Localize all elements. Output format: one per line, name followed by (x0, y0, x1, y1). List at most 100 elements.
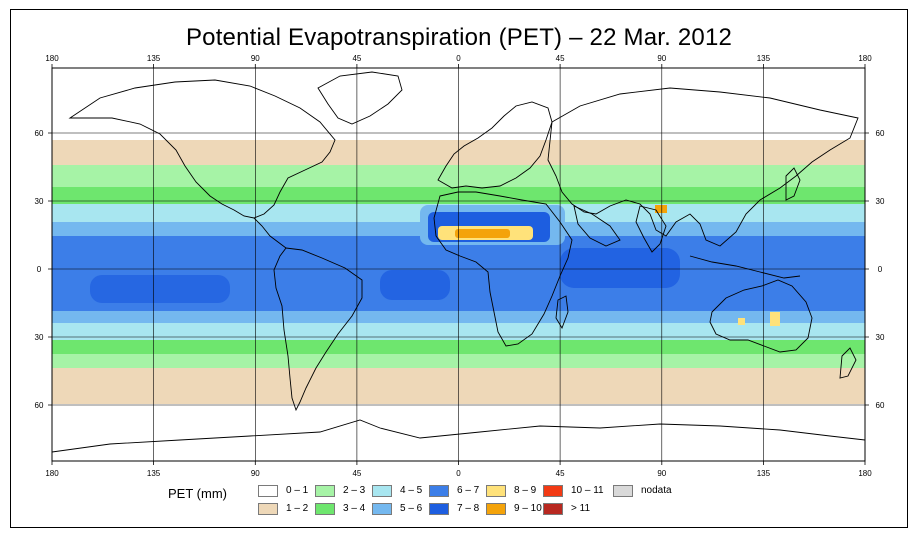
legend-label-4-5: 4 – 5 (400, 485, 423, 496)
map-title: Potential Evapotranspiration (PET) – 22 … (185, 24, 733, 51)
legend: 0 – 1 1 – 2 2 – 3 3 – 4 4 – 5 5 – 6 6 – … (258, 484, 698, 518)
left-lat-label-0: 60 (35, 129, 44, 138)
bottom-lon-label-5: 45 (556, 469, 565, 478)
legend-swatch-6-7 (429, 485, 449, 497)
legend-label-2-3: 2 – 3 (343, 485, 366, 496)
left-lat-label-3: 30 (35, 333, 44, 342)
figure-frame (10, 9, 908, 528)
legend-item-4-5: 4 – 5 (372, 484, 447, 499)
legend-item-1-2: 1 – 2 (258, 502, 333, 517)
legend-item-8-9: 8 – 9 (486, 484, 561, 499)
legend-title: PET (mm) (168, 486, 227, 501)
coast-australia (709, 279, 813, 353)
legend-swatch-0-1 (258, 485, 278, 497)
right-lat-label-2: 0 (878, 265, 883, 274)
left-latitude-labels: 60 30 0 30 60 (35, 129, 44, 410)
top-lon-label-4: 0 (456, 54, 461, 63)
bottom-longitude-labels: 180 135 90 45 0 45 90 135 180 (45, 469, 872, 478)
coast-madagascar (555, 295, 569, 330)
bottom-lon-label-2: 90 (251, 469, 260, 478)
top-lon-label-8: 180 (858, 54, 872, 63)
top-ticks (51, 64, 866, 68)
bottom-ticks (51, 461, 866, 465)
legend-item-0-1: 0 – 1 (258, 484, 333, 499)
legend-label-nodata: nodata (641, 485, 672, 496)
top-lon-label-3: 45 (352, 54, 361, 63)
right-lat-label-3: 30 (876, 333, 885, 342)
legend-item-2-3: 2 – 3 (315, 484, 390, 499)
coast-africa (433, 191, 573, 347)
right-lat-label-1: 30 (876, 197, 885, 206)
coast-japan (785, 167, 801, 201)
right-latitude-labels: 60 30 0 30 60 (876, 129, 885, 410)
legend-label-5-6: 5 – 6 (400, 503, 423, 514)
legend-item-5-6: 5 – 6 (372, 502, 447, 517)
legend-label-over-11: > 11 (571, 503, 590, 514)
top-lon-label-2: 90 (251, 54, 260, 63)
left-lat-label-2: 0 (37, 265, 42, 274)
legend-swatch-9-10 (486, 503, 506, 515)
bottom-lon-label-3: 45 (352, 469, 361, 478)
left-lat-label-1: 30 (35, 197, 44, 206)
map-plot-area (52, 68, 865, 461)
legend-swatch-4-5 (372, 485, 392, 497)
coast-new-zealand (839, 347, 857, 379)
legend-label-7-8: 7 – 8 (457, 503, 480, 514)
legend-swatch-5-6 (372, 503, 392, 515)
top-lon-label-0: 180 (45, 54, 59, 63)
top-longitude-labels: 180 135 90 45 0 45 90 135 180 (45, 54, 872, 63)
graticule (52, 68, 865, 461)
right-ticks (865, 132, 869, 406)
right-lat-label-0: 60 (876, 129, 885, 138)
coast-north-america (68, 79, 336, 219)
legend-label-0-1: 0 – 1 (286, 485, 309, 496)
right-lat-label-4: 60 (876, 401, 885, 410)
legend-label-6-7: 6 – 7 (457, 485, 480, 496)
legend-item-7-8: 7 – 8 (429, 502, 504, 517)
legend-swatch-nodata (613, 485, 633, 497)
legend-swatch-10-11 (543, 485, 563, 497)
coast-antarctica (52, 419, 865, 453)
legend-item-9-10: 9 – 10 (486, 502, 561, 517)
legend-item-over-11: > 11 (543, 502, 618, 517)
legend-swatch-2-3 (315, 485, 335, 497)
coast-arabia (573, 205, 621, 247)
australia-9-10-spot (738, 318, 745, 325)
bottom-lon-label-7: 135 (757, 469, 771, 478)
legend-label-3-4: 3 – 4 (343, 503, 366, 514)
top-lon-label-7: 135 (757, 54, 771, 63)
core-7-8-south-atlantic (380, 270, 450, 300)
core-7-8-indian-ocean (560, 248, 680, 288)
coast-europe (437, 101, 553, 189)
australia-8-9 (770, 312, 780, 326)
legend-item-3-4: 3 – 4 (315, 502, 390, 517)
legend-item-10-11: 10 – 11 (543, 484, 618, 499)
bottom-lon-label-1: 135 (147, 469, 161, 478)
coast-south-america (273, 247, 363, 412)
legend-label-9-10: 9 – 10 (514, 503, 542, 514)
sahara-9-10 (455, 229, 510, 238)
core-7-8-pacific (90, 275, 230, 303)
legend-item-6-7: 6 – 7 (429, 484, 504, 499)
legend-item-nodata: nodata (613, 484, 688, 499)
legend-label-1-2: 1 – 2 (286, 503, 309, 514)
top-lon-label-1: 135 (147, 54, 161, 63)
left-lat-label-4: 60 (35, 401, 44, 410)
legend-swatch-1-2 (258, 503, 278, 515)
legend-swatch-3-4 (315, 503, 335, 515)
legend-swatch-8-9 (486, 485, 506, 497)
bottom-lon-label-4: 0 (456, 469, 461, 478)
left-ticks (48, 132, 52, 406)
legend-swatch-over-11 (543, 503, 563, 515)
coastlines (52, 71, 865, 453)
top-lon-label-5: 45 (556, 54, 565, 63)
legend-label-8-9: 8 – 9 (514, 485, 537, 496)
legend-label-10-11: 10 – 11 (571, 485, 604, 496)
tick-marks (48, 64, 869, 465)
legend-swatch-7-8 (429, 503, 449, 515)
coast-central-america (253, 217, 287, 249)
coast-india (635, 205, 667, 253)
bottom-lon-label-6: 90 (657, 469, 666, 478)
bottom-lon-label-0: 180 (45, 469, 59, 478)
